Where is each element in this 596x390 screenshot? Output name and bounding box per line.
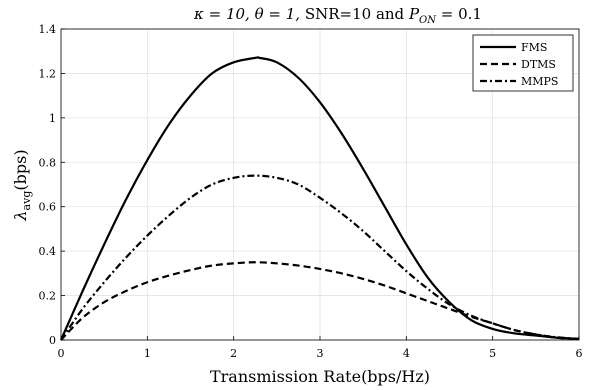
x-tick-label: 5 bbox=[489, 347, 496, 360]
y-tick-label: 0 bbox=[49, 334, 56, 347]
series-line-fms bbox=[59, 56, 580, 341]
x-tick-label: 6 bbox=[576, 347, 583, 360]
title-p-symbol: P bbox=[408, 5, 420, 23]
title-p-sub: ON bbox=[419, 15, 437, 26]
y-tick-label: 1 bbox=[49, 112, 56, 125]
legend: FMS DTMS MMPS bbox=[472, 34, 574, 92]
series-lines bbox=[59, 56, 580, 341]
x-tick-label: 3 bbox=[317, 347, 324, 360]
axis-ticks: 0 1 2 3 4 5 6 0 0.2 0.4 0.6 0.8 1 1.2 1.4 bbox=[39, 23, 583, 360]
legend-box bbox=[472, 34, 574, 92]
x-tick-label: 0 bbox=[58, 347, 65, 360]
legend-label-dtms: DTMS bbox=[521, 58, 556, 71]
x-tick-label: 1 bbox=[144, 347, 151, 360]
chart-title: κ = 10, θ = 1, SNR=10 and PON = 0.1 bbox=[193, 5, 482, 27]
y-axis-label: λavg(bps) bbox=[11, 149, 33, 221]
title-snr: SNR=10 and bbox=[305, 5, 405, 23]
y-tick-label: 0.4 bbox=[39, 245, 57, 258]
legend-label-mmps: MMPS bbox=[521, 75, 558, 88]
y-label-sub: avg bbox=[20, 191, 33, 211]
title-p-value: = 0.1 bbox=[441, 5, 482, 23]
y-tick-label: 1.4 bbox=[39, 23, 57, 36]
series-line-mmps bbox=[60, 174, 580, 341]
y-tick-label: 1.2 bbox=[39, 67, 57, 80]
y-tick-label: 0.2 bbox=[39, 290, 57, 303]
title-kappa: κ = 10, bbox=[193, 5, 250, 23]
x-axis-label: Transmission Rate(bps/Hz) bbox=[210, 367, 430, 386]
y-tick-label: 0.8 bbox=[39, 156, 57, 169]
y-tick-label: 0.6 bbox=[39, 201, 57, 214]
series-line-dtms bbox=[60, 261, 580, 341]
y-label-symbol: λ bbox=[11, 210, 30, 221]
legend-label-fms: FMS bbox=[521, 41, 547, 54]
x-tick-label: 2 bbox=[230, 347, 237, 360]
y-label-unit: (bps) bbox=[11, 149, 30, 190]
title-theta: θ = 1, bbox=[255, 5, 300, 23]
x-tick-label: 4 bbox=[403, 347, 410, 360]
